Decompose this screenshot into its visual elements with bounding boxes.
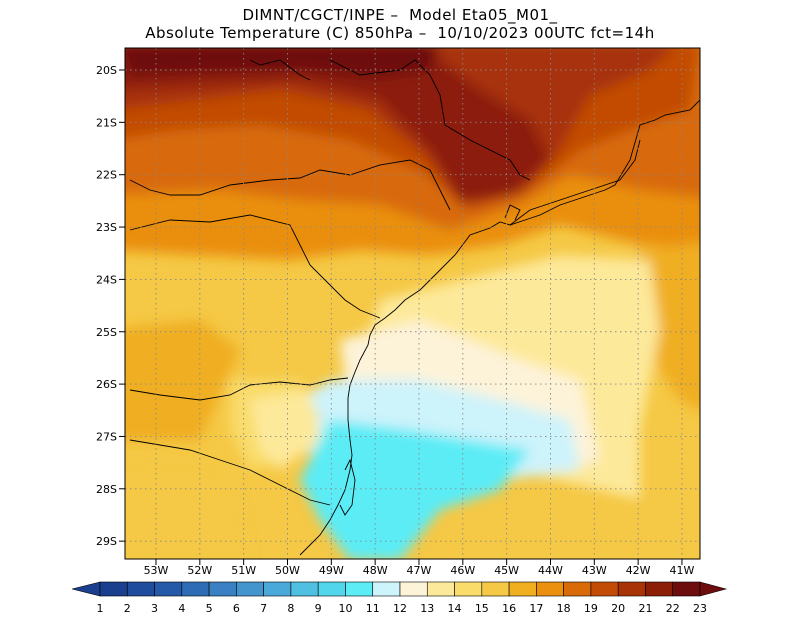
colorbar-label: 10 [338,602,352,615]
colorbar-label: 15 [475,602,489,615]
lon-tick-label: 43W [582,564,607,577]
state-border-sp-pr [129,214,381,319]
colorbar-label: 4 [178,602,185,615]
state-border-pr-sc [129,377,349,401]
colorbar-max-arrow [699,581,728,597]
longitude-axis: 53W 52W 51W 50W 49W 48W 47W 46W 45W 44W 43W 42W 41W [144,559,695,577]
coastline-borders [129,59,700,556]
lon-tick-label: 51W [231,564,256,577]
colorbar-label: 18 [557,602,571,615]
colorbar-swatch [617,581,646,597]
colorbar-swatch [536,581,564,597]
colorbar-label: 3 [151,602,158,615]
latitude-axis: 20S 21S 22S 23S 24S 25S 26S 27S 28S 29S [96,64,125,548]
lon-tick-label: 45W [494,564,519,577]
lat-tick-label: 25S [96,326,117,339]
colorbar-label: 5 [206,602,213,615]
state-border-mg-es [329,59,531,181]
coastline [299,99,700,556]
colorbar-swatch [563,581,592,597]
lat-tick-label: 28S [96,483,117,496]
lat-tick-label: 24S [96,273,117,286]
colorbar-swatch [590,581,619,597]
state-border-sc-rs [129,439,331,506]
lat-tick-label: 21S [96,116,117,129]
colorbar-label: 1 [97,602,104,615]
colorbar-label: 23 [693,602,707,615]
map-grid [125,48,700,559]
colorbar-swatch [236,581,264,597]
lon-tick-label: 41W [670,564,695,577]
colorbar-swatch [645,581,674,597]
colorbar-swatch [208,581,237,597]
lon-tick-label: 53W [144,564,169,577]
colorbar-swatch [426,581,455,597]
colorbar-label: 22 [666,602,680,615]
map-frame [124,47,701,560]
colorbar-swatch [399,581,428,597]
colorbar-label: 8 [287,602,294,615]
colorbar-label: 7 [260,602,267,615]
colorbar-label: 9 [315,602,322,615]
colorbar-label: 12 [393,602,407,615]
colorbar-label: 11 [366,602,380,615]
chart-title-line-1: DIMNT/CGCT/INPE – Model Eta05_M01_ [242,6,558,24]
lon-tick-label: 44W [538,564,563,577]
colorbar-swatch [290,581,319,597]
coastal-lagoon [339,458,356,516]
colorbar-swatch [508,581,537,597]
chart-title-line-2: Absolute Temperature (C) 850hPa – 10/10/… [145,24,655,42]
colorbar-swatch [181,581,210,597]
colorbar-label: 21 [638,602,652,615]
temperature-map: 20S 21S 22S 23S 24S 25S 26S 27S 28S 29S 53W 52W 51W… [96,47,701,577]
lon-tick-label: 42W [626,564,651,577]
colorbar-label: 13 [420,602,434,615]
lat-tick-label: 26S [96,378,117,391]
border-mt-ms [249,59,311,81]
bay-rj [504,204,521,221]
colorbar-swatch [481,581,510,597]
colorbar-swatch [345,581,374,597]
colorbar-label: 2 [124,602,131,615]
state-border-rj [509,139,641,226]
colorbar-label: 19 [584,602,598,615]
colorbar-label: 20 [611,602,625,615]
lat-tick-label: 22S [96,169,117,182]
colorbar-swatch [99,581,128,597]
colorbar-swatch [126,581,155,597]
lon-tick-label: 48W [363,564,388,577]
colorbar-min-arrow [71,581,101,597]
lon-tick-label: 49W [319,564,344,577]
colorbar-label: 16 [502,602,516,615]
colorbar: 1 2 3 4 5 6 7 8 9 10 11 12 13 14 15 16 17 18 19 20 21 22 23 [71,581,728,615]
lat-tick-label: 23S [96,221,117,234]
colorbar-swatch [454,581,483,597]
colorbar-label: 6 [233,602,240,615]
lat-tick-label: 29S [96,535,117,548]
state-border-mg-sp [129,159,451,211]
colorbar-label: 14 [448,602,462,615]
colorbar-swatch [154,581,183,597]
lon-tick-label: 50W [275,564,300,577]
lat-tick-label: 20S [96,64,117,77]
colorbar-swatch [263,581,292,597]
colorbar-label: 17 [529,602,543,615]
temperature-field [125,48,700,559]
lon-tick-label: 46W [450,564,475,577]
lon-tick-label: 47W [407,564,432,577]
lat-tick-label: 27S [96,430,117,443]
colorbar-swatch [317,581,346,597]
colorbar-swatch [672,581,701,597]
colorbar-swatch [372,581,401,597]
lon-tick-label: 52W [187,564,212,577]
